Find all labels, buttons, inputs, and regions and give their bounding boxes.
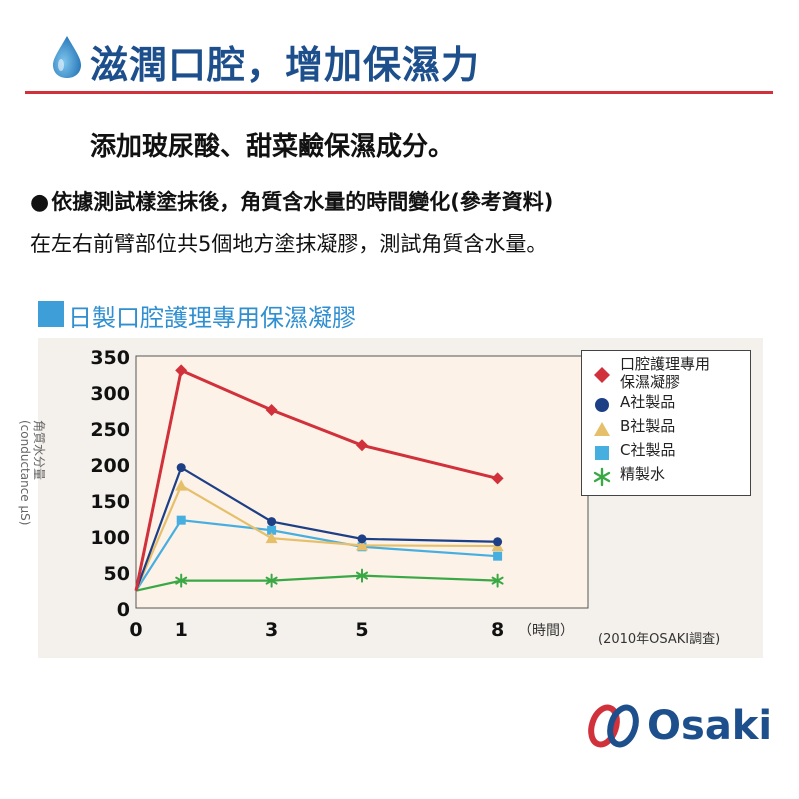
header-divider: [25, 91, 773, 94]
data-point: [265, 404, 278, 416]
square-marker-icon: [38, 301, 64, 327]
legend-label-c: C社製品: [620, 441, 676, 459]
data-point: [265, 532, 278, 544]
data-point: [491, 573, 504, 588]
logo-text: Osaki: [647, 703, 773, 749]
data-point: [493, 551, 503, 561]
x-tick-label: 3: [265, 619, 278, 641]
y-axis-caption-line-1: 角質水分量: [32, 420, 46, 481]
page-header: 滋潤口腔，增加保濕力: [50, 30, 770, 92]
cyan-square-icon: [595, 446, 609, 460]
y-tick-label: 300: [90, 383, 130, 405]
description-line-2: 在左右前臂部位共5個地方塗抹凝膠，測試角質含水量。: [30, 232, 548, 256]
legend-label-b: B社製品: [620, 417, 676, 435]
navy-circle-icon: [595, 398, 609, 412]
red-diamond-icon: [594, 367, 610, 383]
data-point: [175, 479, 188, 491]
data-point: [356, 568, 368, 583]
y-axis-caption-line-2: (conductance μS): [18, 420, 32, 526]
data-point: [356, 439, 368, 452]
data-point: [176, 463, 186, 473]
data-point: [267, 525, 277, 535]
legend-label-gel-line-1: 口腔護理專用: [620, 355, 711, 373]
y-tick-label: 50: [104, 563, 130, 585]
y-tick-label: 150: [90, 491, 130, 513]
data-point: [265, 573, 278, 588]
legend-label-water: 精製水: [620, 465, 666, 483]
green-asterisk-icon: [593, 467, 611, 487]
y-tick-label: 250: [90, 419, 130, 441]
legend-label-a: A社製品: [620, 393, 676, 411]
x-axis-unit-label: （時間）: [518, 623, 574, 639]
x-tick-label: 8: [491, 619, 504, 641]
description-line-1-text: 依據測試樣塗抹後，角質含水量的時間變化(參考資料): [51, 190, 554, 214]
y-tick-label: 100: [90, 527, 130, 549]
axis-layer: 0 50 100 150 200 250 300 350 0 1 3 5 8: [90, 347, 504, 641]
x-tick-label: 0: [129, 619, 142, 641]
legend-label-gel-line-2: 保濕凝膠: [620, 373, 681, 391]
bullet-icon: ●: [30, 190, 50, 215]
osaki-logo: Osaki: [585, 703, 775, 749]
data-point: [267, 517, 277, 527]
product-label: 日製口腔護理專用保濕凝膠: [68, 304, 356, 332]
osaki-rings-icon: [588, 704, 639, 748]
yellow-triangle-icon: [594, 422, 610, 436]
subtitle: 添加玻尿酸、甜菜鹼保濕成分。: [90, 132, 455, 162]
data-point: [175, 364, 188, 377]
description-line-1: ●依據測試樣塗抹後，角質含水量的時間變化(參考資料): [30, 186, 553, 216]
y-tick-label: 200: [90, 455, 130, 477]
y-axis-caption: 角質水分量 (conductance μS): [10, 420, 54, 550]
data-point: [357, 534, 367, 544]
y-tick-label: 0: [117, 599, 130, 621]
source-note: (2010年OSAKI調査): [598, 632, 721, 647]
series-layer: [134, 364, 504, 592]
data-point: [175, 573, 188, 588]
page-title: 滋潤口腔，增加保濕力: [90, 43, 481, 87]
data-point: [356, 539, 368, 551]
chart-legend: 口腔護理專用 保濕凝膠 A社製品 B社製品 C社製品 精製水: [581, 350, 751, 496]
x-tick-label: 5: [355, 619, 368, 641]
data-point: [176, 515, 186, 525]
data-point: [493, 537, 503, 547]
water-drop-icon: [53, 36, 81, 78]
data-point: [491, 472, 504, 485]
y-tick-label: 350: [90, 347, 130, 369]
x-tick-label: 1: [175, 619, 188, 641]
